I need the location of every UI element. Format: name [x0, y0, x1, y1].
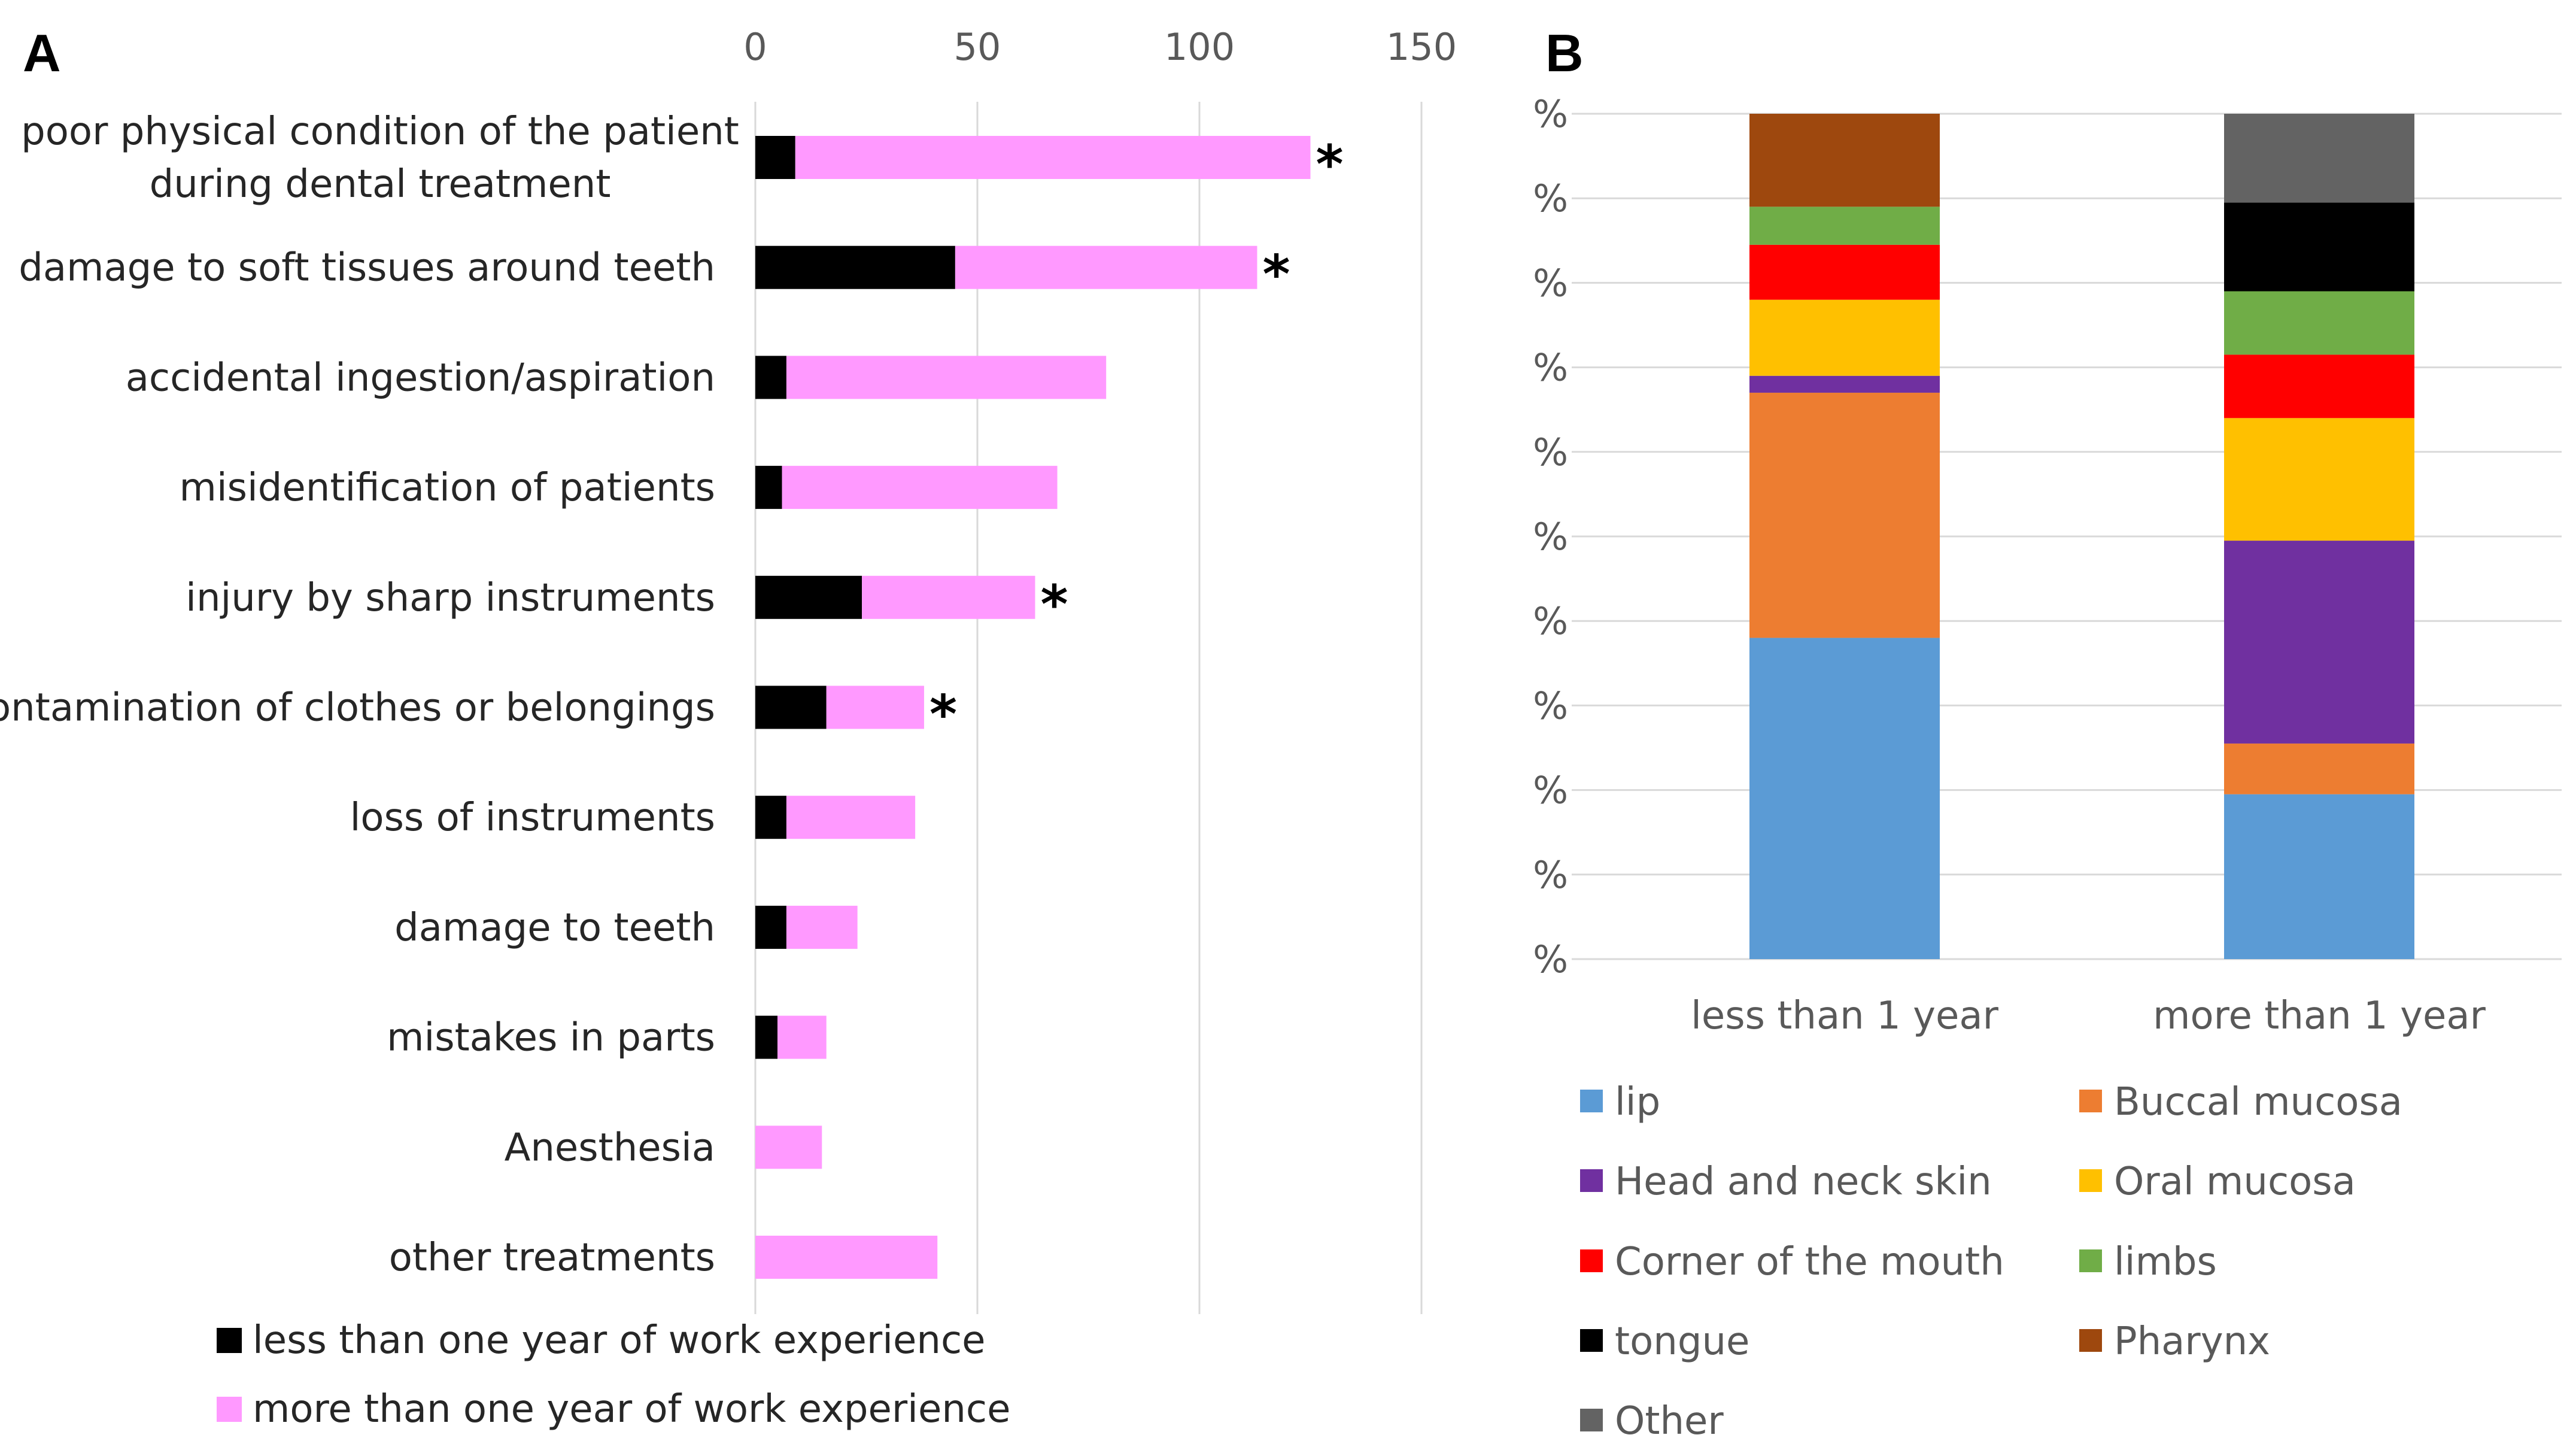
bar-more-than-one-year — [862, 575, 1035, 619]
legend-label: lip — [1615, 1080, 1660, 1124]
bar-more-than-one-year — [777, 1015, 827, 1059]
legend-label: Corner of the mouth — [1615, 1240, 2004, 1284]
legend-swatch — [2079, 1169, 2102, 1192]
panel-b-label: B — [1545, 23, 1584, 83]
y-tick-label: 10% — [1532, 853, 1568, 897]
y-tick-label: 0% — [1532, 938, 1568, 981]
legend-swatch — [217, 1397, 242, 1422]
bar-less-than-one-year — [755, 245, 955, 289]
bar-less-than-one-year — [755, 136, 795, 179]
bar-less-than-one-year — [755, 685, 827, 729]
legend-label: more than one year of work experience — [253, 1387, 1010, 1431]
legend-label: Head and neck skin — [1615, 1160, 1992, 1204]
y-tick-label: 20% — [1532, 769, 1568, 812]
y-tick-label: 70% — [1532, 346, 1568, 390]
category-label: mistakes in parts — [387, 1016, 715, 1060]
y-tick-label: 90% — [1532, 177, 1568, 220]
x-category-label: less than 1 year — [1691, 994, 1999, 1038]
y-tick-label: 80% — [1532, 261, 1568, 305]
y-tick-label: 60% — [1532, 430, 1568, 474]
significance-marker: * — [1262, 244, 1290, 305]
bar-segment-lip — [1749, 638, 1940, 959]
y-tick-label: 40% — [1532, 599, 1568, 643]
legend-label: less than one year of work experience — [253, 1318, 986, 1363]
bar-segment-other — [2224, 114, 2414, 203]
panel-a-label: A — [23, 23, 61, 83]
legend-swatch — [1580, 1169, 1603, 1192]
bar-segment-corner-of-the-mouth — [2224, 354, 2414, 418]
bar-less-than-one-year — [755, 466, 782, 509]
bar-more-than-one-year — [755, 1126, 822, 1169]
x-tick-label: 150 — [1386, 25, 1457, 69]
category-label: injury by sharp instruments — [186, 576, 715, 620]
bar-segment-oral-mucosa — [1749, 299, 1940, 376]
legend-label: Other — [1615, 1399, 1724, 1443]
legend-label: limbs — [2114, 1240, 2217, 1284]
legend-swatch — [217, 1328, 242, 1353]
bar-segment-lip — [2224, 794, 2414, 959]
legend-swatch — [1580, 1409, 1603, 1431]
bar-more-than-one-year — [782, 466, 1058, 509]
chart-b: 0% 10% 20% 30% 40% 50% 60% 70% 80% 90% 100% less th… — [1532, 92, 2562, 1443]
bar-less-than-one-year — [755, 905, 786, 949]
bar-segment-limbs — [1749, 207, 1940, 245]
y-tick-label: 30% — [1532, 684, 1568, 727]
x-tick-label: 100 — [1164, 25, 1235, 69]
bar-more-than-one-year — [826, 685, 924, 729]
category-label: damage to soft tissues around teeth — [19, 246, 715, 290]
significance-marker: * — [1316, 134, 1343, 195]
legend-swatch — [1580, 1090, 1603, 1112]
y-tick-label: 100% — [1532, 92, 1568, 136]
significance-marker: * — [1040, 574, 1068, 635]
category-label: loss of instruments — [350, 796, 715, 840]
legend-swatch — [1580, 1249, 1603, 1272]
bar-more-than-one-year — [755, 1236, 938, 1279]
legend-label: tongue — [1615, 1320, 1749, 1364]
category-label: Anesthesia — [505, 1126, 715, 1170]
bar-segment-oral-mucosa — [2224, 418, 2414, 541]
y-tick-label: 50% — [1532, 515, 1568, 559]
legend-label: Buccal mucosa — [2114, 1080, 2402, 1124]
category-label: during dental treatment — [150, 162, 611, 207]
legend-swatch — [2079, 1329, 2102, 1352]
x-tick-label: 50 — [954, 25, 1001, 69]
category-label: misidentification of patients — [180, 466, 715, 510]
x-tick-label: 0 — [743, 25, 767, 69]
legend-label: Oral mucosa — [2114, 1160, 2356, 1204]
bar-segment-head-and-neck-skin — [1749, 375, 1940, 393]
bar-more-than-one-year — [786, 356, 1107, 399]
bar-less-than-one-year — [755, 575, 862, 619]
category-label: other treatments — [389, 1236, 715, 1280]
bar-less-than-one-year — [755, 1015, 778, 1059]
legend-swatch — [1580, 1329, 1603, 1352]
bar-less-than-one-year — [755, 356, 786, 399]
bar-segment-buccal-mucosa — [1749, 392, 1940, 638]
legend-swatch — [2079, 1249, 2102, 1272]
bar-segment-pharynx — [1749, 114, 1940, 207]
category-label: poor physical condition of the patient — [21, 110, 739, 154]
category-label: contamination of clothes or belongings — [0, 686, 715, 730]
bar-segment-head-and-neck-skin — [2224, 541, 2414, 744]
x-category-label: more than 1 year — [2153, 994, 2486, 1038]
bar-segment-limbs — [2224, 291, 2414, 355]
bar-more-than-one-year — [955, 245, 1257, 289]
category-label: damage to teeth — [394, 906, 715, 950]
chart-a: 0 50 100 150 * poor physical condition of the… — [0, 25, 1457, 1431]
bar-more-than-one-year — [786, 905, 858, 949]
legend-swatch — [2079, 1090, 2102, 1112]
category-label: accidental ingestion/aspiration — [126, 356, 715, 400]
bar-segment-buccal-mucosa — [2224, 743, 2414, 794]
bar-less-than-one-year — [755, 796, 786, 839]
bar-more-than-one-year — [786, 796, 916, 839]
legend-label: Pharynx — [2114, 1320, 2270, 1364]
bar-segment-corner-of-the-mouth — [1749, 244, 1940, 300]
bar-more-than-one-year — [795, 136, 1311, 179]
bar-segment-tongue — [2224, 202, 2414, 292]
significance-marker: * — [929, 684, 957, 745]
